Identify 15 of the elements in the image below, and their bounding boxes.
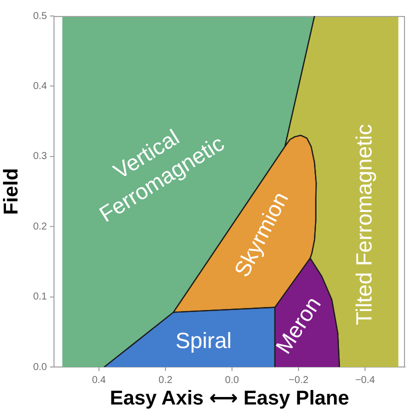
y-tick-label: 0.4 bbox=[33, 80, 48, 92]
y-tick-label: 0.1 bbox=[33, 292, 48, 303]
y-tick-label: 0.3 bbox=[33, 151, 48, 162]
y-tick-label: 0.2 bbox=[33, 221, 48, 232]
series-label: Tilted Ferromagnetic bbox=[351, 124, 376, 326]
y-axis-title: Field bbox=[0, 168, 23, 215]
x-tick-label: −0.4 bbox=[355, 374, 376, 386]
x-tick-label: 0.2 bbox=[158, 374, 173, 386]
x-axis-title: Easy Axis ⟷ Easy Plane bbox=[110, 388, 350, 410]
x-tick-label: 0.4 bbox=[92, 374, 106, 386]
series-label: Spiral bbox=[175, 328, 232, 353]
x-tick-label: 0.0 bbox=[225, 374, 240, 386]
y-tick-label: 0.0 bbox=[33, 362, 48, 373]
y-tick-label: 0.5 bbox=[33, 10, 48, 22]
x-tick-label: −0.2 bbox=[288, 374, 309, 386]
